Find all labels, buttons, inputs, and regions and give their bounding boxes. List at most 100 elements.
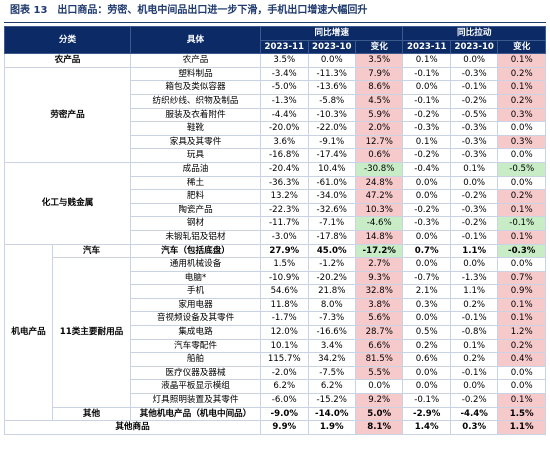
value-cell: 0.2% [497,93,546,109]
value-cell: 0.6% [402,352,451,367]
title: 图表 13 出口商品：劳密、机电中间品出口进一步下滑，手机出口增速大幅回升 [4,0,546,23]
value-cell: -11.3% [307,66,356,82]
value-cell: 54.6% [260,284,309,299]
value-cell: 1.2% [497,325,546,340]
value-cell: 0.1% [497,202,546,218]
item-name: 通用机械设备 [130,257,262,272]
header-cell: 变化 [497,39,546,55]
item-name: 鞋靴 [130,121,262,136]
value-cell: -0.2% [402,202,451,218]
value-cell: 0.3% [497,134,546,150]
value-cell: -0.2% [402,148,451,163]
value-cell: 5.6% [354,311,404,327]
value-cell: -0.1% [449,365,499,381]
item-name: 灯具照明装置及其零件 [130,393,262,408]
value-cell: 0.4% [497,352,546,367]
item-name: 陶瓷产品 [130,202,262,218]
value-cell: -11.7% [260,216,309,231]
value-cell: 28.7% [354,325,404,340]
value-cell: -0.3% [449,148,499,163]
value-cell: -0.8% [449,325,499,340]
value-cell: -17.2% [354,243,404,259]
value-cell: -4.4% [260,107,309,123]
table-body: 农产品 农产品 3.5% 0.0% 3.5% 0.1% 0.0% 0.1% 劳密产品 塑料制品 -3… [3,53,546,435]
row: 未锻轧铝及铝材 -3.0% -17.8% 14.8% 0.0% -0.1% 0.1% [5,229,546,245]
value-cell: -20.4% [260,161,309,177]
subgroup-label: 其他 [51,406,132,422]
header-cell: 变化 [354,39,404,55]
value-cell: 6.2% [260,379,309,395]
value-cell: -36.3% [260,175,309,191]
item-name: 稀土 [130,175,262,191]
subgroup-label: 汽车 [51,243,132,259]
value-cell: 0.1% [497,393,546,408]
row: 集成电路 12.0% -16.6% 28.7% 0.5% -0.8% 1.2% [5,325,546,340]
value-cell: 0.0% [402,379,451,395]
row: 医疗仪器及器械 -2.0% -7.5% 5.5% 0.0% -0.1% 0.0% [5,365,546,381]
value-cell: 2.7% [354,257,404,272]
value-cell: 11.8% [260,297,309,313]
value-cell: 47.2% [354,189,404,204]
item-name: 船舶 [130,352,262,367]
value-cell: -17.4% [307,148,356,163]
row: 音视频设备及其零件 -1.7% -7.3% 5.6% 0.0% -0.1% 0.1% [5,311,546,327]
value-cell: 3.6% [260,134,309,150]
value-cell: -4.4% [449,406,499,422]
row: 家具及其零件 3.6% -9.1% 12.7% 0.1% -0.3% 0.3% [5,134,546,150]
item-name: 未锻轧铝及铝材 [130,229,262,245]
value-cell: 0.2% [497,66,546,82]
value-cell: 10.4% [307,161,356,177]
row: 纺织纱线、织物及制品 -1.3% -5.8% 4.5% -0.1% -0.2% 0.2% [5,93,546,109]
value-cell: -1.3% [449,270,499,286]
value-cell: 5.5% [354,365,404,381]
header-cell: 同比拉动 [402,26,546,41]
value-cell: -0.1% [449,311,499,327]
value-cell: -0.5% [497,161,546,177]
group-label: 化工与贱金属 [3,161,132,245]
value-cell: 3.4% [307,338,356,354]
value-cell: 0.0% [497,365,546,381]
value-cell: 32.8% [354,284,404,299]
value-cell: 0.0% [307,53,356,68]
value-cell: 4.5% [354,93,404,109]
value-cell: 1.1% [449,243,499,259]
value-cell: -0.2% [449,189,499,204]
row: 其他 其他机电产品（机电中间品） -9.0% -14.0% 5.0% -2.9% -4.4%… [5,406,546,422]
value-cell: 0.2% [497,338,546,354]
item-name: 音视频设备及其零件 [130,311,262,327]
value-cell: -0.1% [449,80,499,95]
value-cell: -20.2% [307,270,356,286]
row: 箱包及类似容器 -5.0% -13.6% 8.6% 0.0% -0.1% 0.1% [5,80,546,95]
value-cell: 0.5% [402,325,451,340]
value-cell: -0.3% [449,134,499,150]
header-cell: 2023-10 [449,39,499,55]
value-cell: 8.0% [307,297,356,313]
value-cell: 0.0% [449,379,499,395]
value-cell: -0.3% [402,216,451,231]
value-cell: -0.1% [402,393,451,408]
value-cell: -22.3% [260,202,309,218]
value-cell: 14.8% [354,229,404,245]
value-cell: 0.9% [497,284,546,299]
item-name: 其他机电产品（机电中间品） [130,406,262,422]
value-cell: -34.0% [307,189,356,204]
value-cell: -0.3% [449,121,499,136]
value-cell: 0.1% [449,161,499,177]
value-cell: 0.1% [497,53,546,68]
value-cell: -3.4% [260,66,309,82]
value-cell: 0.1% [402,53,451,68]
value-cell: -0.1% [497,216,546,231]
subgroup-label: 11类主要耐用品 [51,257,132,408]
value-cell: 0.2% [402,338,451,354]
value-cell: 0.6% [354,148,404,163]
value-cell: 0.0% [497,148,546,163]
value-cell: -0.2% [449,216,499,231]
item-name: 成品油 [130,161,262,177]
value-cell: 1.5% [497,406,546,422]
value-cell: -7.3% [307,311,356,327]
item-name: 家用电器 [130,297,262,313]
item-name: 肥料 [130,189,262,204]
value-cell: 6.2% [307,379,356,395]
value-cell: -2.9% [402,406,451,422]
value-cell: 115.7% [260,352,309,367]
